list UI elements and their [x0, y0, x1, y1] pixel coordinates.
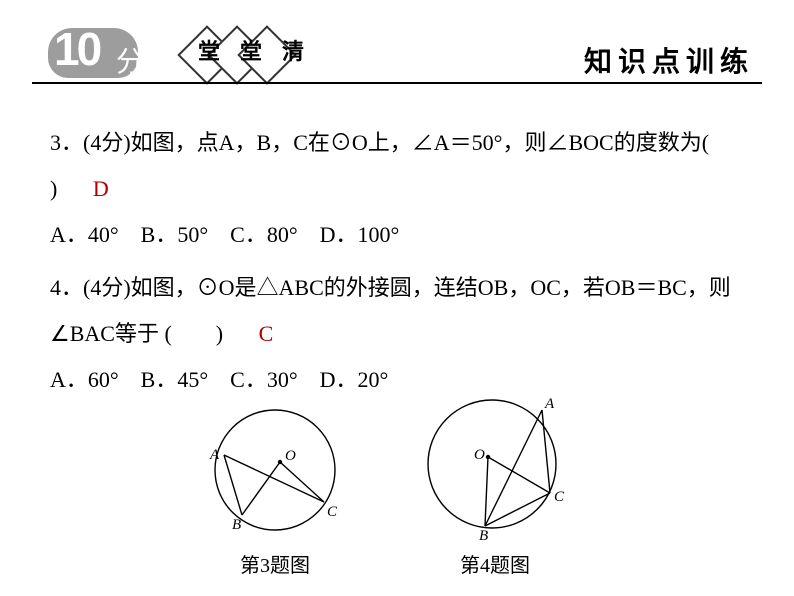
- figure-4: A B C O 第4题图: [410, 392, 580, 578]
- svg-text:A: A: [544, 396, 555, 412]
- q4-line2: ∠BAC等于 ( ): [50, 321, 223, 346]
- q4-line1: 4．(4分)如图，⊙O是△ABC的外接圆，连结OB，OC，若OB＝BC，则: [50, 275, 731, 300]
- figure-3-caption: 第3题图: [190, 549, 360, 578]
- q4-options: A．60° B．45° C．30° D．20°: [50, 367, 388, 392]
- q3-line1: 3．(4分)如图，点A，B，C在⊙O上，∠A＝50°，则∠BOC的度数为(: [50, 130, 709, 155]
- svg-text:B: B: [232, 517, 241, 533]
- q3-options: A．40° B．50° C．80° D．100°: [50, 222, 399, 247]
- figure-3: A B C O 第3题图: [190, 400, 360, 578]
- svg-text:O: O: [474, 447, 485, 463]
- figure-4-caption: 第4题图: [410, 549, 580, 578]
- svg-text:C: C: [327, 504, 338, 520]
- figure-4-svg: A B C O: [410, 392, 580, 540]
- figures: A B C O 第3题图 A B C O 第4题图: [160, 400, 660, 590]
- question-3: 3．(4分)如图，点A，B，C在⊙O上，∠A＝50°，则∠BOC的度数为( ) …: [50, 120, 754, 259]
- svg-text:A: A: [209, 447, 220, 463]
- content: 3．(4分)如图，点A，B，C在⊙O上，∠A＝50°，则∠BOC的度数为( ) …: [50, 120, 754, 409]
- figure-3-svg: A B C O: [190, 400, 360, 540]
- svg-text:B: B: [479, 528, 488, 540]
- question-4: 4．(4分)如图，⊙O是△ABC的外接圆，连结OB，OC，若OB＝BC，则 ∠B…: [50, 265, 754, 404]
- section-title: 知识点训练: [584, 40, 754, 80]
- q3-answer: D: [93, 176, 109, 201]
- header: 10 分钟 堂堂清 知识点训练: [0, 0, 794, 90]
- svg-text:C: C: [554, 489, 565, 505]
- minutes-label: 分钟: [116, 40, 172, 80]
- svg-text:O: O: [285, 448, 296, 464]
- q4-answer: C: [259, 321, 274, 346]
- header-divider: [32, 82, 762, 84]
- diamond-label: 堂堂清: [198, 34, 324, 66]
- q3-line2: ): [50, 176, 57, 201]
- badge-number: 10: [54, 22, 99, 76]
